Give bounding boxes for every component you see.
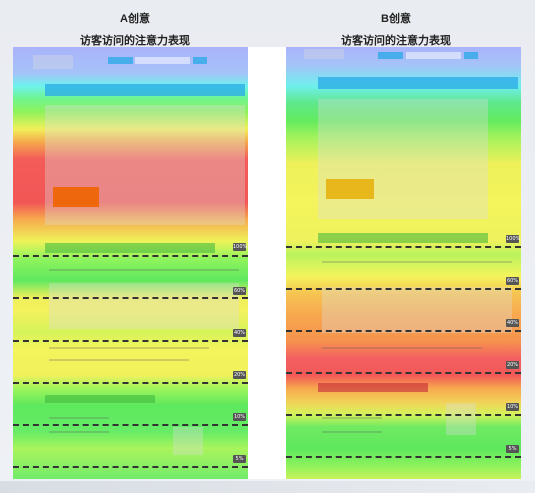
image-mock [173, 427, 203, 455]
text-line [49, 431, 109, 433]
scroll-depth-badge: 5% [233, 455, 246, 463]
scroll-depth-line [286, 456, 521, 458]
scroll-depth-badge: 100% [233, 243, 248, 251]
text-line [49, 347, 209, 349]
search-submit-mock [464, 52, 478, 59]
section-header-mock [318, 233, 488, 243]
section-header-mock [45, 395, 155, 403]
heatmap-a-gradient [13, 47, 248, 479]
section-header-mock [45, 243, 215, 253]
scroll-depth-badge: 5% [506, 445, 519, 453]
scroll-depth-line [13, 255, 248, 257]
scroll-depth-line [13, 424, 248, 426]
scroll-depth-badge: 60% [506, 277, 519, 285]
image-mock [446, 403, 476, 435]
panel-a-subtitle: 访客访问的注意力表现 [80, 35, 190, 47]
scroll-depth-line [286, 372, 521, 374]
bottom-strip [0, 481, 535, 493]
panel-gap [248, 47, 286, 479]
scroll-depth-badge: 20% [506, 361, 519, 369]
scroll-depth-line [286, 414, 521, 416]
logo-placeholder [304, 49, 344, 59]
nav-bar-mock [45, 84, 245, 96]
search-submit-mock [193, 57, 207, 64]
heatmap-b-gradient [286, 47, 521, 479]
scroll-depth-line [13, 382, 248, 384]
search-box-mock [406, 52, 461, 59]
scroll-depth-line [13, 297, 248, 299]
panel-b-label: B创意 [381, 13, 411, 25]
page-mockup-a [13, 47, 248, 479]
scroll-depth-badge: 10% [506, 403, 519, 411]
scroll-depth-badge: 60% [233, 287, 246, 295]
illustration-row-mock [322, 287, 512, 333]
heatmap-panel-b: 100% 60% 40% 20% 10% 5% [286, 47, 521, 479]
search-box-mock [135, 57, 190, 64]
text-line [322, 431, 382, 433]
text-line [49, 269, 239, 271]
hero-area-mock [318, 99, 488, 219]
cta-button-b [326, 179, 374, 199]
panel-b-subtitle: 访客访问的注意力表现 [341, 35, 451, 47]
scroll-depth-line [286, 288, 521, 290]
text-line [49, 417, 109, 419]
hero-area-mock [45, 105, 245, 225]
scroll-depth-line [286, 330, 521, 332]
logo-placeholder [33, 55, 73, 69]
scroll-depth-line [13, 466, 248, 468]
search-button-mock [378, 52, 403, 59]
page-mockup-b [286, 47, 521, 479]
nav-bar-mock [318, 77, 518, 89]
scroll-depth-badge: 20% [233, 371, 246, 379]
scroll-depth-badge: 10% [233, 413, 246, 421]
scroll-depth-line [286, 246, 521, 248]
scroll-depth-badge: 40% [233, 329, 246, 337]
scroll-depth-badge: 100% [506, 235, 521, 243]
heatmap-panel-a: 100% 60% 40% 20% 10% 5% [13, 47, 248, 479]
scroll-depth-line [13, 340, 248, 342]
text-line [322, 261, 512, 263]
cta-button-a [53, 187, 99, 207]
search-button-mock [108, 57, 133, 64]
illustration-row-mock [49, 283, 239, 329]
text-line [322, 417, 382, 419]
text-line [49, 359, 189, 361]
scroll-depth-badge: 40% [506, 319, 519, 327]
panel-a-label: A创意 [120, 13, 150, 25]
text-line [322, 347, 482, 349]
section-header-mock [318, 383, 428, 392]
